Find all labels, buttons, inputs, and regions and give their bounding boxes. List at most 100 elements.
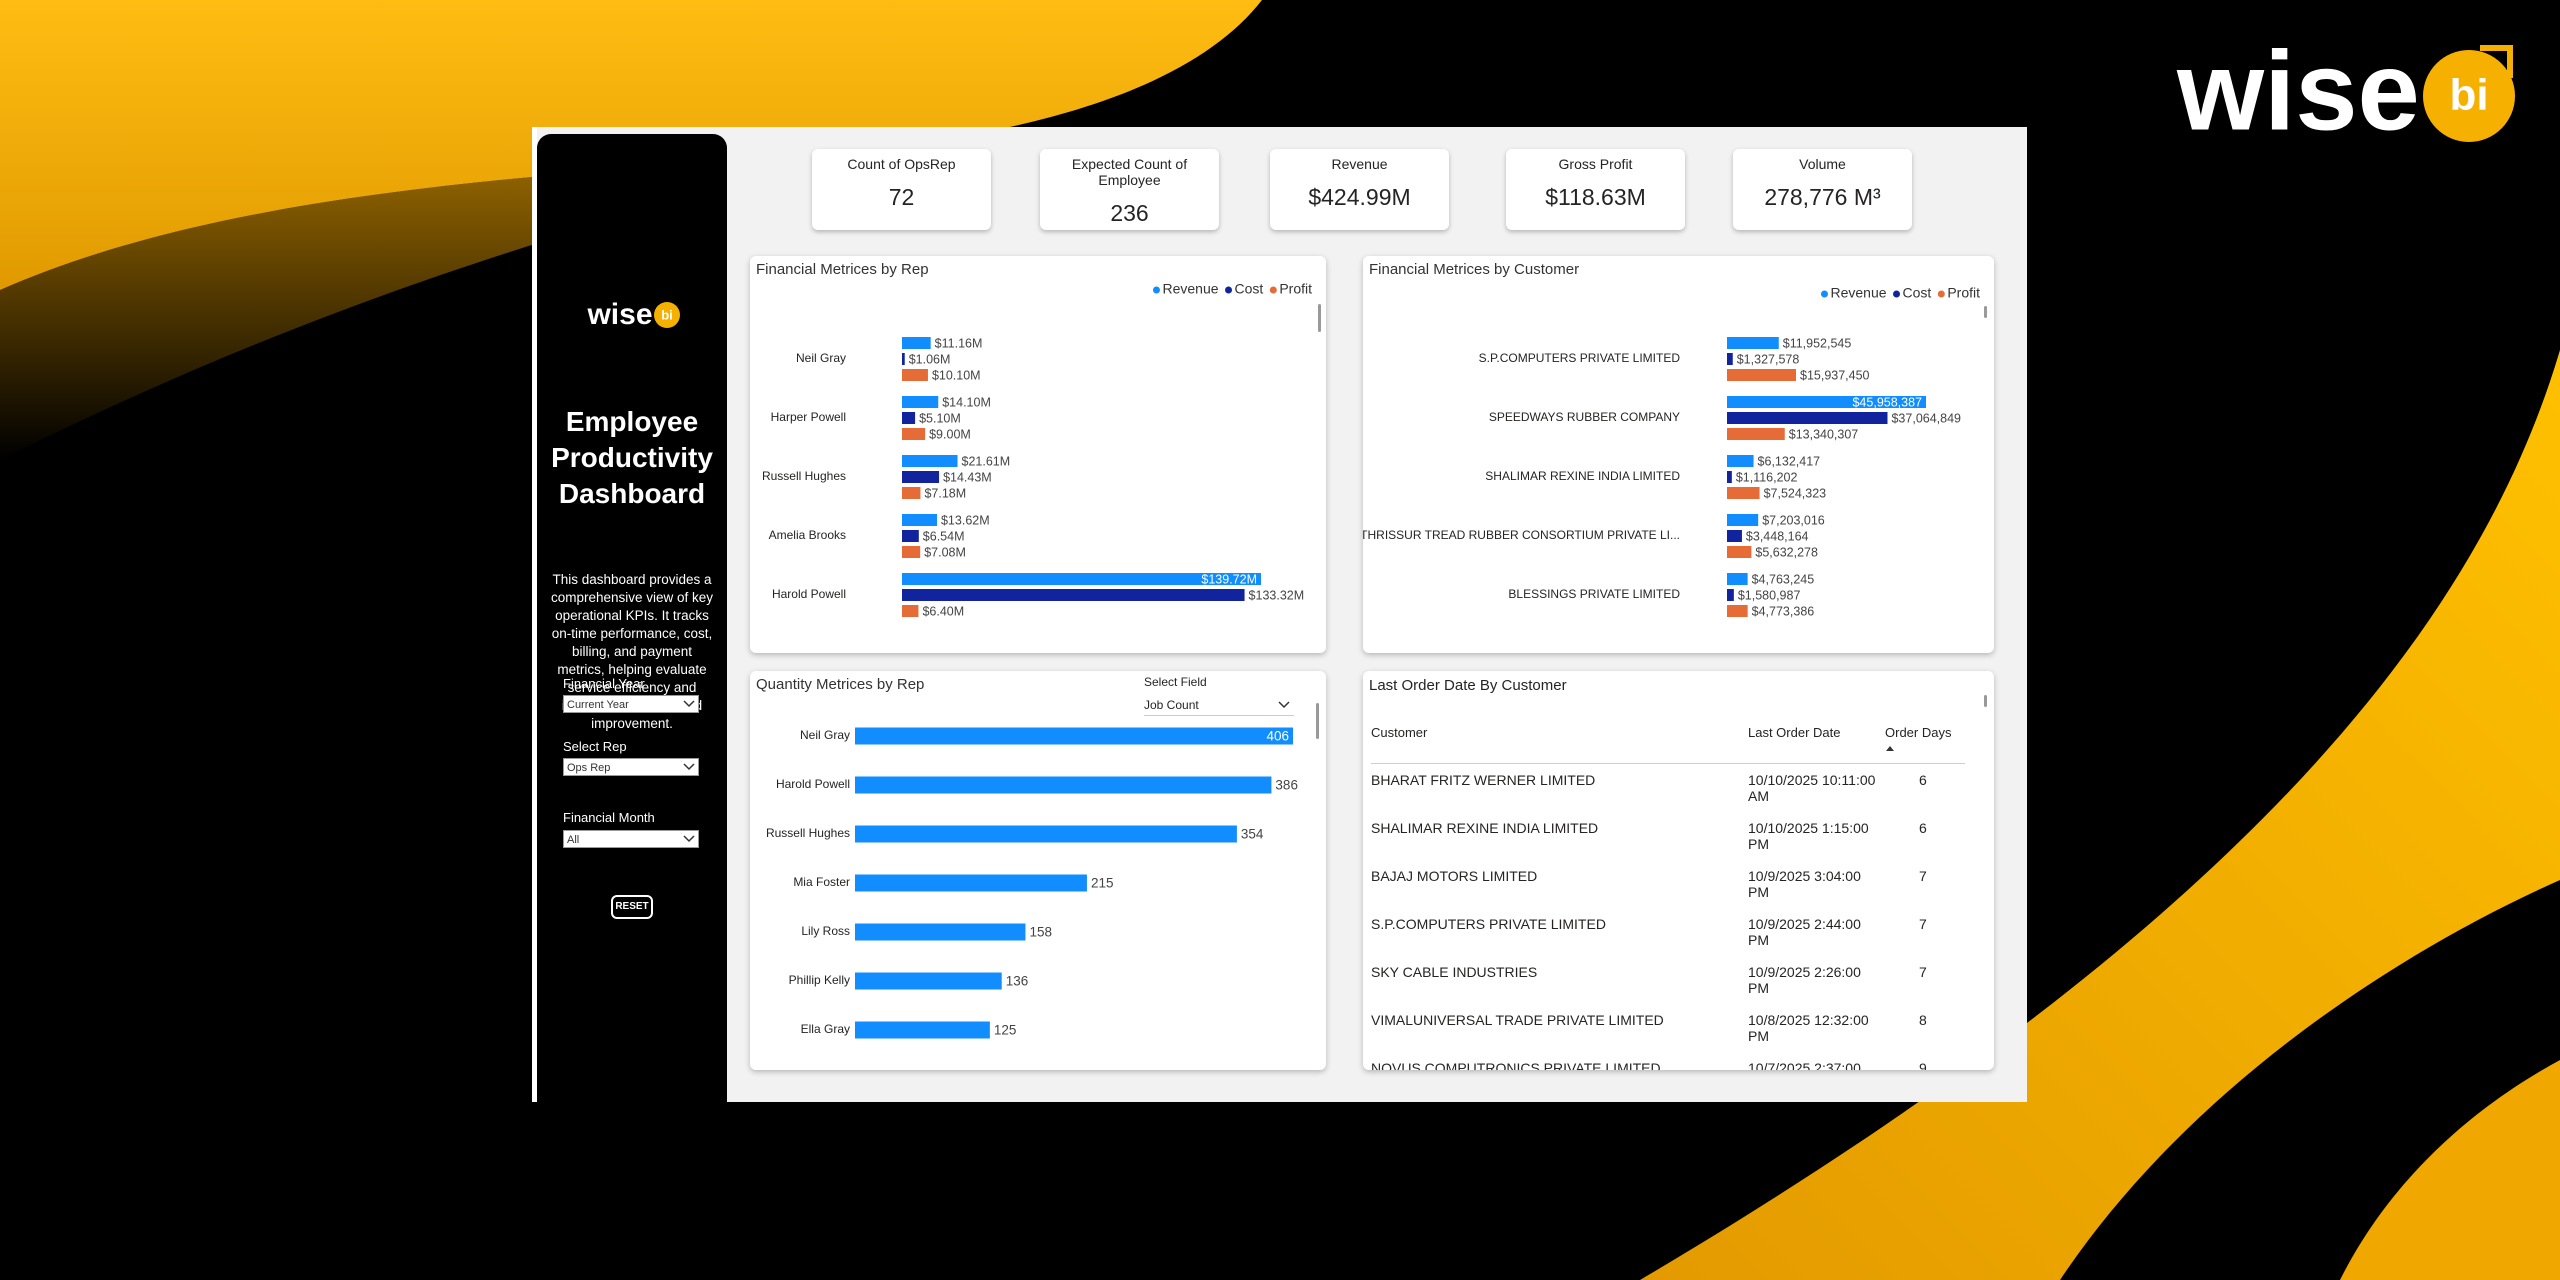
kpi-label: Volume	[1799, 156, 1846, 172]
chart-panel: Quantity Metrices by Rep Neil Gray 406 Haro…	[750, 671, 1326, 1070]
legend-label: Cost	[1235, 281, 1264, 297]
table-cell: 10/10/2025 1:15:00 PM	[1748, 819, 1869, 852]
data-label: $10.10M	[932, 368, 981, 382]
column-header[interactable]: Customer	[1371, 725, 1428, 740]
table-cell: 9	[1919, 1059, 1927, 1071]
chevron	[683, 835, 695, 843]
bar	[855, 874, 1087, 892]
filter-dropdown[interactable]: Current Year	[563, 695, 699, 713]
legend-label: Cost	[1903, 285, 1932, 301]
kpi-label: Revenue	[1331, 156, 1388, 172]
sidebar-logo: wise bi	[586, 298, 680, 331]
scrollbar	[1984, 695, 1987, 707]
select-field-dropdown[interactable]: Job Count	[1144, 695, 1294, 716]
bar	[855, 972, 1002, 990]
bar	[1727, 369, 1797, 381]
bar	[902, 369, 928, 381]
table-cell: 10/8/2025 12:32:00 PM	[1748, 1011, 1869, 1044]
category-label: SPEEDWAYS RUBBER COMPANY	[1489, 410, 1680, 424]
bar	[902, 546, 921, 558]
column-header[interactable]: Order Days	[1885, 725, 1965, 764]
data-label: $133.32M	[1249, 588, 1305, 602]
bar	[1727, 605, 1748, 617]
bar	[1727, 455, 1754, 467]
table-row: VIMALUNIVERSAL TRADE PRIVATE LIMITED 10/8…	[1371, 1004, 1965, 1052]
data-label: $11,952,545	[1783, 336, 1852, 350]
category-label: Amelia Brooks	[769, 528, 846, 542]
table-cell: VIMALUNIVERSAL TRADE PRIVATE LIMITED	[1371, 1011, 1664, 1028]
table: Customer Last Order Date Order Days BHAR…	[1371, 725, 1965, 1070]
legend-dot	[1820, 290, 1828, 298]
bar	[1727, 412, 1888, 424]
table-cell: 10/9/2025 3:04:00 PM	[1748, 867, 1861, 900]
data-label: $4,763,245	[1752, 572, 1815, 586]
column-header[interactable]: Last Order Date	[1748, 725, 1841, 740]
bar	[855, 727, 1293, 745]
data-label: 406	[1266, 729, 1289, 744]
bar	[1727, 337, 1779, 349]
kpi-value: $424.99M	[1308, 184, 1411, 210]
data-label: $139.72M	[1201, 572, 1257, 586]
filter-value: Current Year	[567, 699, 629, 711]
table-cell: 8	[1919, 1011, 1927, 1028]
data-label: $1,116,202	[1736, 470, 1798, 484]
chevron	[683, 763, 695, 771]
bar	[1727, 487, 1760, 499]
filter-label: Select Rep	[563, 739, 627, 754]
logo-word: wise	[586, 298, 652, 331]
filter-label: Financial Month	[563, 810, 655, 825]
bar	[1727, 471, 1732, 483]
table-row: S.P.COMPUTERS PRIVATE LIMITED 10/9/2025 2…	[1371, 908, 1965, 956]
select-field-value: Job Count	[1144, 698, 1199, 712]
table-title: Last Order Date By Customer	[1369, 677, 1567, 694]
data-label: 125	[994, 1023, 1017, 1038]
kpi-value: 278,776 M³	[1764, 184, 1881, 210]
category-label: S.P.COMPUTERS PRIVATE LIMITED	[1479, 351, 1681, 365]
chart-title: Quantity Metrices by Rep	[756, 676, 924, 693]
chart-panel: Financial Metrices by Customer Revenue Cos…	[1363, 256, 1994, 653]
data-label: $14.10M	[942, 395, 991, 409]
legend-dot	[1152, 286, 1160, 294]
data-label: $37,064,849	[1891, 411, 1961, 425]
table-cell: 10/9/2025 2:44:00 PM	[1748, 915, 1861, 948]
scrollbar	[1316, 703, 1319, 739]
data-label: $15,937,450	[1800, 368, 1870, 382]
category-label: Phillip Kelly	[789, 973, 850, 987]
swoosh-corner	[2340, 1060, 2560, 1280]
category-label: Ella Gray	[801, 1022, 850, 1036]
category-label: SHALIMAR REXINE INDIA LIMITED	[1485, 469, 1680, 483]
data-label: $14.43M	[943, 470, 992, 484]
sort-arrow	[1886, 746, 1894, 751]
bar	[902, 353, 905, 365]
bar	[855, 825, 1237, 843]
legend-dot	[1269, 286, 1277, 294]
data-label: $6.54M	[923, 529, 965, 543]
data-label: $7.18M	[924, 486, 966, 500]
category-label: Harold Powell	[776, 777, 850, 791]
table-cell: 7	[1919, 963, 1927, 980]
chart-panel: Financial Metrices by Rep Revenue Cost Prof…	[750, 256, 1326, 653]
bar	[902, 589, 1245, 601]
data-label: $3,448,164	[1746, 529, 1809, 543]
data-label: $7.08M	[924, 545, 966, 559]
bar	[855, 1021, 990, 1039]
data-label: $4,773,386	[1752, 604, 1815, 618]
data-label: $13.62M	[941, 513, 990, 527]
legend: Revenue Cost Profit	[1820, 285, 1980, 301]
chevron	[683, 700, 695, 708]
filter-dropdown[interactable]: Ops Rep	[563, 758, 699, 776]
data-label: $13,340,307	[1789, 427, 1859, 441]
table-cell: 10/9/2025 2:26:00 PM	[1748, 963, 1861, 996]
brand-word: wise	[2176, 29, 2420, 154]
filter-dropdown[interactable]: All	[563, 830, 699, 848]
reset-button[interactable]: RESET	[611, 895, 653, 919]
bar	[1727, 353, 1733, 365]
category-label: Russell Hughes	[762, 469, 846, 483]
legend: Revenue Cost Profit	[1152, 281, 1312, 297]
bar	[855, 923, 1026, 941]
sidebar: wise bi Employee Productivity Dashboard …	[537, 134, 727, 1102]
chart: Quantity Metrices by Rep Neil Gray 406 Haro…	[756, 676, 1319, 1039]
table-cell: 6	[1919, 819, 1927, 836]
bar	[902, 471, 940, 483]
table-panel: Last Order Date By Customer Customer Las…	[1363, 671, 1994, 1070]
